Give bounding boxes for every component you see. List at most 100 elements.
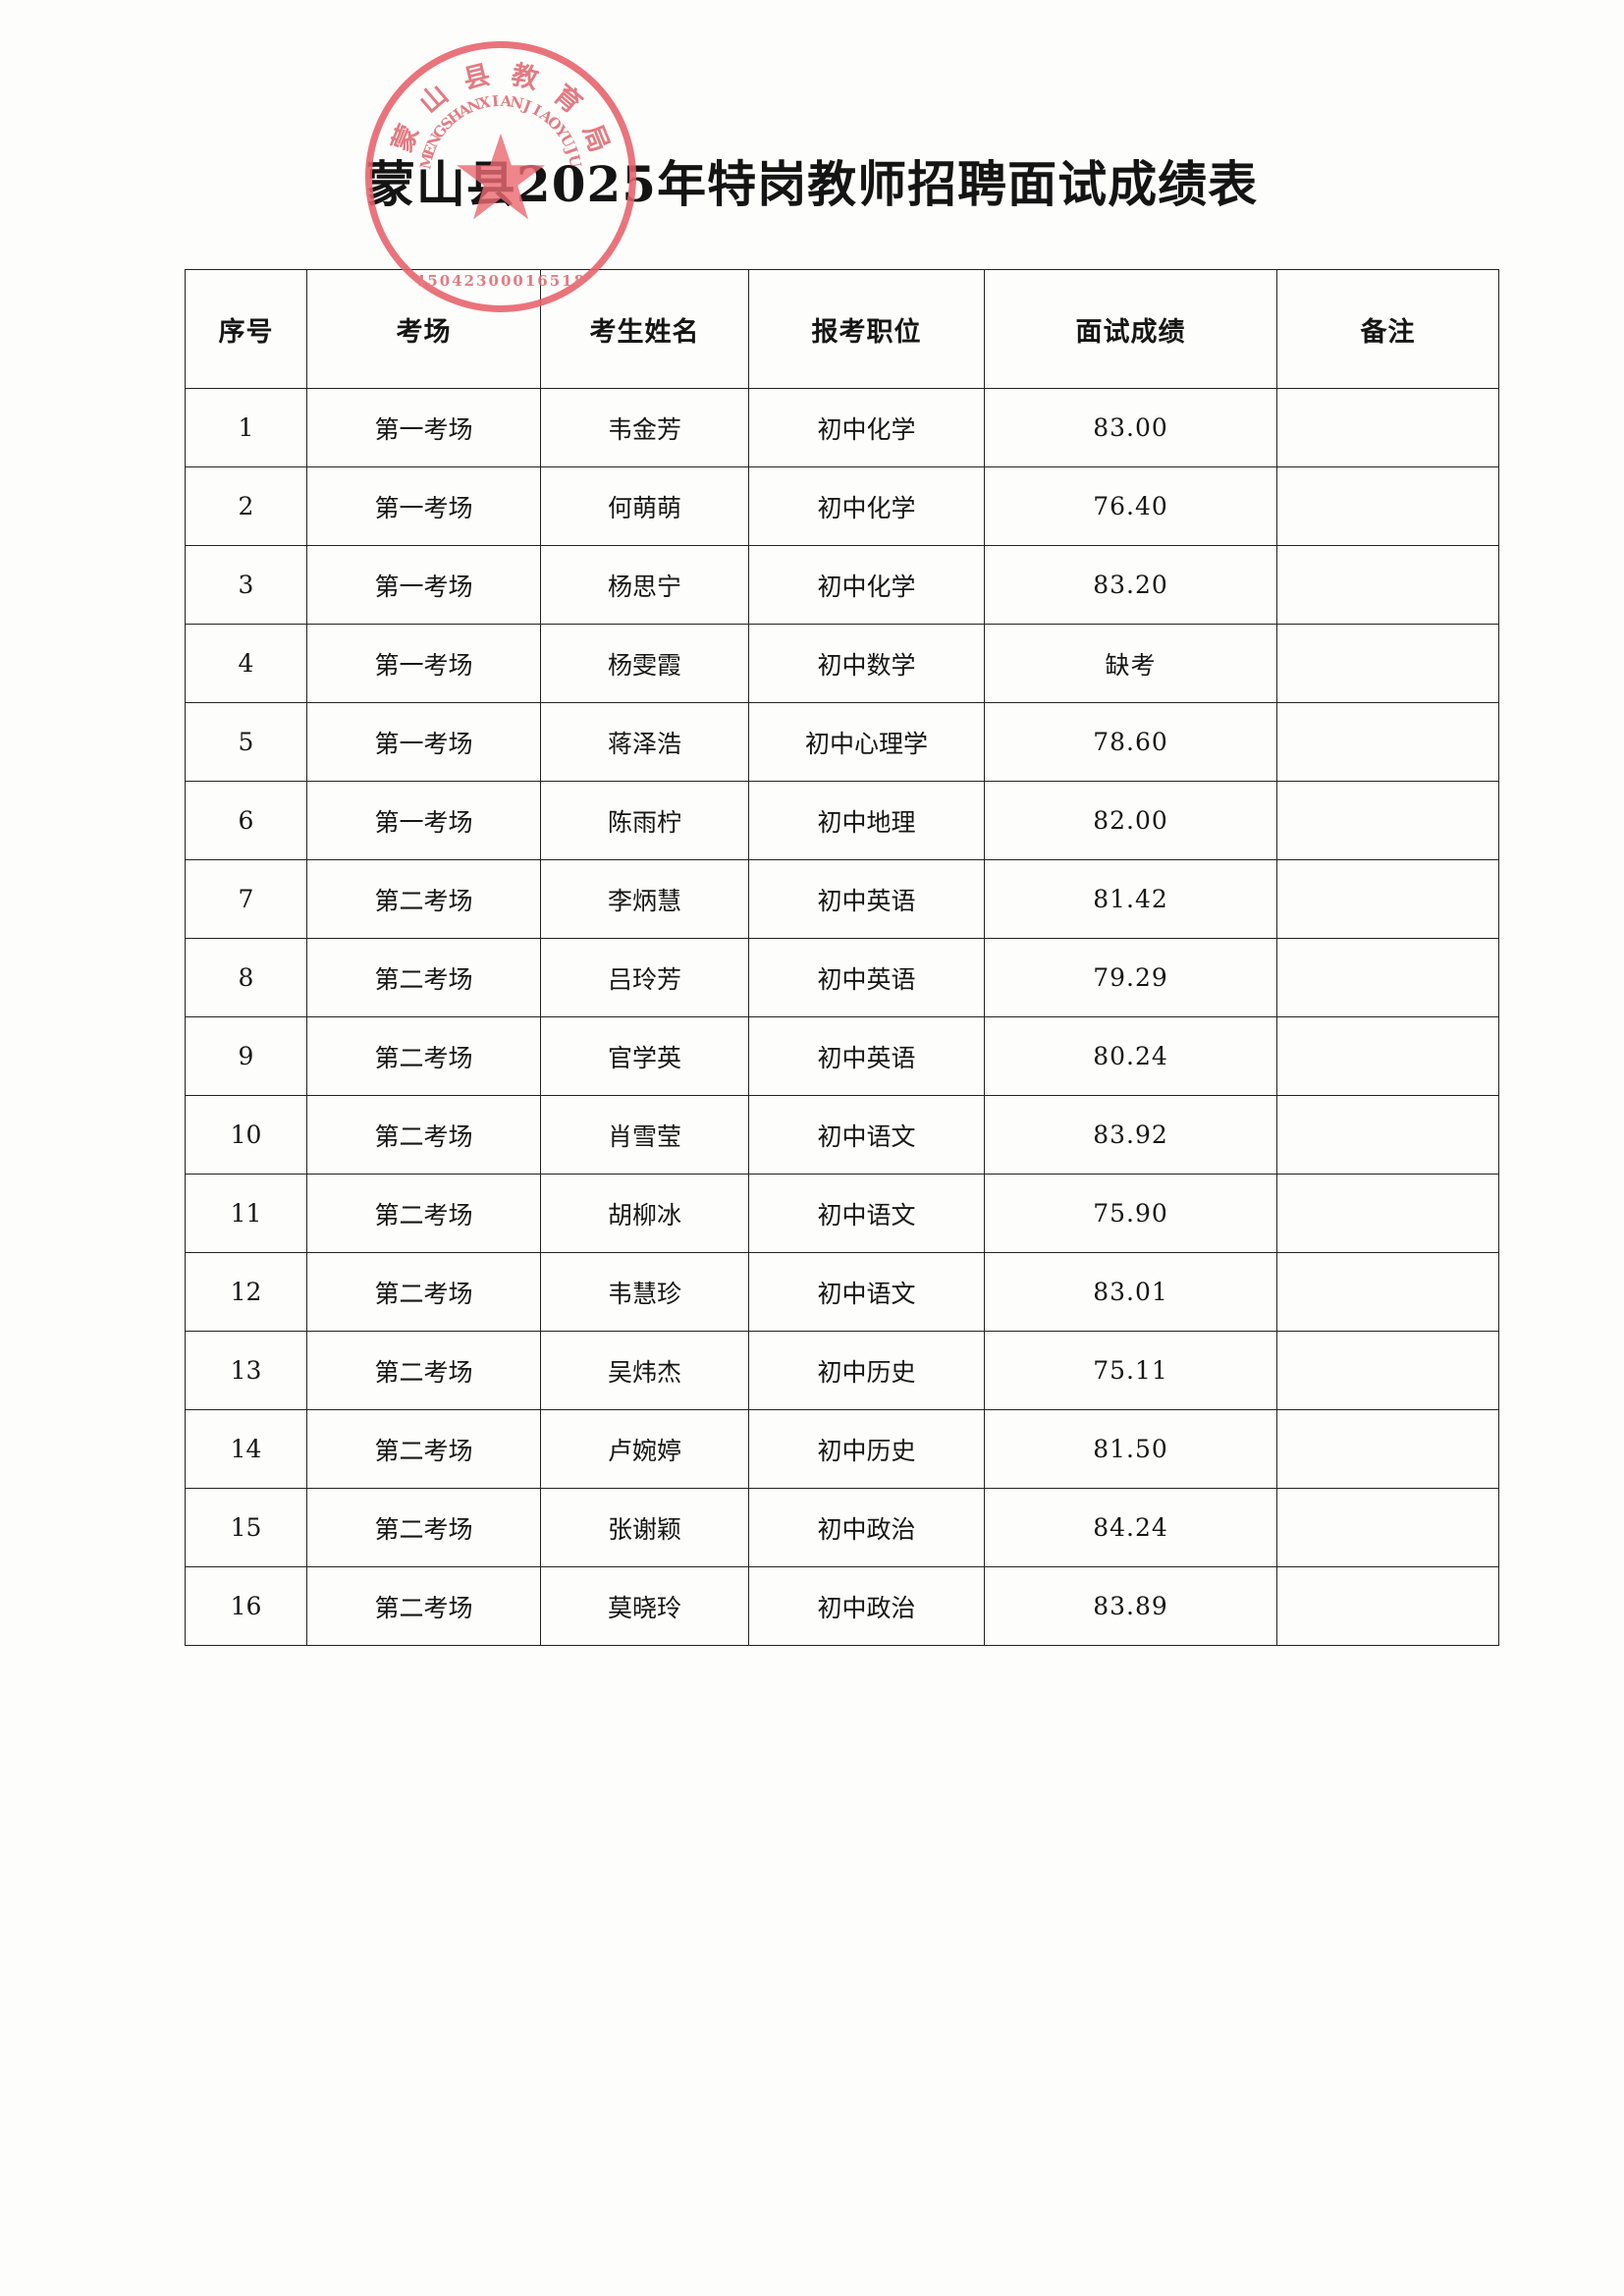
cell-remark [1276,1174,1499,1253]
cell-index: 15 [185,1488,307,1567]
cell-score: 81.50 [984,1409,1277,1489]
cell-room: 第一考场 [306,466,541,546]
cell-score: 79.29 [984,938,1277,1017]
column-header-score: 面试成绩 [984,269,1277,389]
cell-name: 杨思宁 [540,545,749,625]
cell-remark [1276,781,1499,860]
cell-position: 初中语文 [748,1174,985,1253]
table-row: 9 第二考场 官学英 初中英语 80.24 [185,1016,1499,1096]
cell-remark [1276,1016,1499,1096]
cell-remark [1276,1488,1499,1567]
cell-name: 莫晓玲 [540,1566,749,1646]
cell-index: 12 [185,1252,307,1332]
cell-position: 初中英语 [748,859,985,939]
cell-position: 初中心理学 [748,702,985,782]
column-header-position: 报考职位 [748,269,985,389]
cell-remark [1276,1409,1499,1489]
cell-room: 第二考场 [306,859,541,939]
cell-name: 张谢颖 [540,1488,749,1567]
cell-score: 83.00 [984,388,1277,467]
column-header-index: 序号 [185,269,307,389]
cell-position: 初中化学 [748,545,985,625]
cell-room: 第二考场 [306,1252,541,1332]
cell-name: 陈雨柠 [540,781,749,860]
table-row: 14 第二考场 卢婉婷 初中历史 81.50 [185,1409,1499,1489]
cell-remark [1276,859,1499,939]
cell-room: 第二考场 [306,1331,541,1410]
cell-position: 初中政治 [748,1488,985,1567]
cell-position: 初中语文 [748,1095,985,1175]
cell-remark [1276,1252,1499,1332]
cell-index: 13 [185,1331,307,1410]
cell-index: 3 [185,545,307,625]
cell-index: 5 [185,702,307,782]
cell-index: 9 [185,1016,307,1096]
table-row: 12 第二考场 韦慧珍 初中语文 83.01 [185,1252,1499,1332]
table-row: 13 第二考场 吴炜杰 初中历史 75.11 [185,1331,1499,1410]
cell-name: 李炳慧 [540,859,749,939]
cell-index: 1 [185,388,307,467]
cell-name: 韦慧珍 [540,1252,749,1332]
cell-room: 第二考场 [306,1174,541,1253]
score-table-container: 序号 考场 考生姓名 报考职位 面试成绩 备注 1 第一考场 韦金芳 初中化学 83.0… [185,269,1499,1646]
cell-name: 卢婉婷 [540,1409,749,1489]
cell-room: 第二考场 [306,1488,541,1567]
cell-room: 第一考场 [306,624,541,703]
cell-room: 第二考场 [306,1566,541,1646]
cell-position: 初中语文 [748,1252,985,1332]
cell-room: 第二考场 [306,1095,541,1175]
cell-score: 80.24 [984,1016,1277,1096]
table-row: 4 第一考场 杨雯霞 初中数学 缺考 [185,624,1499,703]
column-header-room: 考场 [306,269,541,389]
cell-score: 75.90 [984,1174,1277,1253]
cell-index: 2 [185,466,307,546]
cell-score: 缺考 [984,624,1277,703]
cell-index: 10 [185,1095,307,1175]
cell-remark [1276,1331,1499,1410]
cell-name: 吕玲芳 [540,938,749,1017]
cell-room: 第一考场 [306,781,541,860]
cell-name: 杨雯霞 [540,624,749,703]
table-row: 7 第二考场 李炳慧 初中英语 81.42 [185,859,1499,939]
table-row: 3 第一考场 杨思宁 初中化学 83.20 [185,545,1499,625]
cell-position: 初中化学 [748,466,985,546]
cell-remark [1276,1095,1499,1175]
cell-index: 7 [185,859,307,939]
column-header-name: 考生姓名 [540,269,749,389]
table-row: 2 第一考场 何萌萌 初中化学 76.40 [185,466,1499,546]
cell-name: 胡柳冰 [540,1174,749,1253]
cell-remark [1276,1566,1499,1646]
table-row: 11 第二考场 胡柳冰 初中语文 75.90 [185,1174,1499,1253]
cell-index: 16 [185,1566,307,1646]
table-body: 1 第一考场 韦金芳 初中化学 83.00 2 第一考场 何萌萌 初中化学 76.40 3 第一考场杨… [185,388,1499,1646]
cell-name: 何萌萌 [540,466,749,546]
cell-position: 初中地理 [748,781,985,860]
cell-name: 官学英 [540,1016,749,1096]
interview-score-table: 序号 考场 考生姓名 报考职位 面试成绩 备注 1 第一考场 韦金芳 初中化学 83.0… [185,269,1499,1646]
table-row: 10 第二考场 肖雪莹 初中语文 83.92 [185,1095,1499,1175]
cell-score: 78.60 [984,702,1277,782]
cell-position: 初中数学 [748,624,985,703]
cell-name: 吴炜杰 [540,1331,749,1410]
cell-score: 83.20 [984,545,1277,625]
cell-room: 第二考场 [306,1409,541,1489]
cell-position: 初中历史 [748,1331,985,1410]
cell-score: 83.89 [984,1566,1277,1646]
cell-position: 初中英语 [748,938,985,1017]
page-title: 蒙山县2025年特岗教师招聘面试成绩表 [365,155,1259,213]
cell-score: 84.24 [984,1488,1277,1567]
cell-remark [1276,702,1499,782]
cell-index: 6 [185,781,307,860]
cell-score: 83.01 [984,1252,1277,1332]
cell-position: 初中英语 [748,1016,985,1096]
cell-score: 75.11 [984,1331,1277,1410]
cell-remark [1276,545,1499,625]
cell-remark [1276,466,1499,546]
table-row: 5 第一考场 蒋泽浩 初中心理学 78.60 [185,702,1499,782]
cell-score: 83.92 [984,1095,1277,1175]
cell-position: 初中历史 [748,1409,985,1489]
cell-score: 81.42 [984,859,1277,939]
cell-room: 第一考场 [306,702,541,782]
table-row: 15 第二考场 张谢颖 初中政治 84.24 [185,1488,1499,1567]
